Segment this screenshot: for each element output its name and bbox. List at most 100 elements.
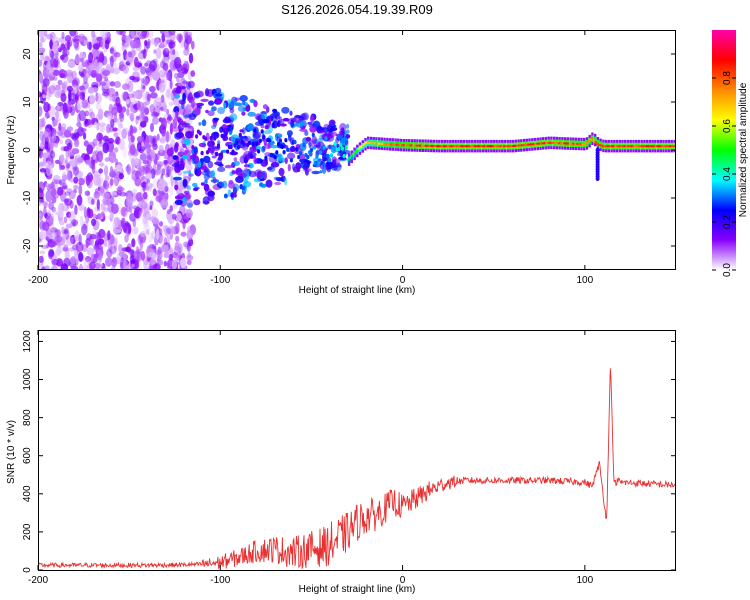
signal-blob bbox=[262, 104, 268, 110]
noise-blob bbox=[111, 257, 118, 268]
signal-blob bbox=[253, 100, 258, 108]
signal-blob bbox=[200, 98, 209, 102]
x-tick-label: -100 bbox=[210, 575, 230, 586]
noise-blob bbox=[147, 30, 154, 39]
noise-blob bbox=[185, 163, 193, 172]
noise-blob bbox=[63, 244, 69, 252]
signal-blob bbox=[278, 153, 283, 162]
noise-blob bbox=[48, 85, 56, 95]
signal-blob bbox=[307, 121, 313, 125]
ridge-core bbox=[288, 133, 292, 138]
ridge-core bbox=[235, 140, 239, 145]
ridge-core bbox=[302, 143, 306, 148]
noise-blob bbox=[38, 59, 43, 68]
noise-blob bbox=[138, 136, 144, 142]
figure-title: S126.2026.054.19.39.R09 bbox=[281, 2, 433, 17]
signal-blob bbox=[229, 113, 238, 121]
noise-blob bbox=[41, 36, 46, 43]
noise-blob bbox=[113, 216, 121, 227]
signal-blob bbox=[310, 114, 315, 123]
y-tick-label: 0 bbox=[22, 147, 33, 153]
noise-blob bbox=[120, 206, 128, 217]
noise-blob bbox=[64, 159, 68, 165]
noise-blob bbox=[52, 174, 61, 183]
noise-blob bbox=[91, 198, 95, 205]
noise-blob bbox=[129, 75, 136, 81]
noise-blob bbox=[166, 209, 171, 215]
ridge-core bbox=[342, 153, 346, 159]
signal-blob bbox=[204, 88, 210, 97]
noise-blob bbox=[97, 238, 105, 246]
noise-blob bbox=[73, 138, 80, 148]
signal-blob bbox=[196, 102, 205, 107]
noise-blob bbox=[95, 93, 102, 104]
noise-blob bbox=[59, 139, 64, 145]
noise-blob bbox=[64, 191, 71, 196]
spectrogram-x-label: Height of straight line (km) bbox=[299, 285, 416, 296]
signal-blob bbox=[217, 166, 226, 172]
noise-blob bbox=[161, 117, 167, 130]
noise-blob bbox=[127, 224, 132, 235]
noise-blob bbox=[111, 203, 119, 215]
signal-blob bbox=[273, 176, 280, 180]
noise-blob bbox=[51, 241, 57, 247]
noise-blob bbox=[111, 49, 117, 58]
noise-blob bbox=[109, 178, 114, 186]
noise-blob bbox=[150, 38, 156, 45]
noise-blob bbox=[175, 212, 182, 222]
noise-blob bbox=[91, 87, 99, 93]
noise-blob bbox=[116, 52, 124, 61]
noise-blob bbox=[85, 174, 91, 186]
noise-blob bbox=[130, 135, 135, 143]
noise-blob bbox=[66, 126, 74, 132]
noise-blob bbox=[140, 251, 146, 261]
noise-blob bbox=[74, 95, 79, 102]
signal-blob bbox=[179, 160, 185, 168]
noise-blob bbox=[119, 30, 126, 36]
noise-blob bbox=[117, 124, 122, 136]
ridge-core bbox=[309, 148, 313, 153]
signal-blob bbox=[265, 179, 273, 188]
noise-blob bbox=[158, 221, 164, 227]
noise-blob bbox=[149, 200, 154, 207]
ridge-core bbox=[216, 143, 221, 148]
noise-blob bbox=[78, 65, 84, 72]
noise-blob bbox=[56, 229, 61, 238]
noise-blob bbox=[39, 130, 45, 141]
signal-blob bbox=[201, 119, 207, 127]
noise-blob bbox=[114, 158, 118, 166]
noise-blob bbox=[61, 49, 70, 57]
noise-blob bbox=[133, 128, 137, 133]
x-tick-label: -200 bbox=[28, 575, 48, 586]
ridge-core bbox=[328, 158, 332, 163]
ridge-core bbox=[277, 141, 281, 147]
noise-blob bbox=[158, 82, 166, 93]
signal-blob bbox=[181, 154, 188, 160]
noise-blob bbox=[98, 122, 107, 127]
signal-blob bbox=[289, 145, 296, 152]
ridge-core bbox=[357, 147, 361, 150]
noise-blob bbox=[121, 91, 128, 102]
ridge-core bbox=[257, 149, 261, 154]
noise-blob bbox=[49, 52, 55, 60]
noise-blob bbox=[144, 78, 149, 86]
ridge-core bbox=[592, 139, 596, 142]
noise-blob bbox=[104, 165, 109, 177]
noise-blob bbox=[154, 96, 162, 103]
noise-blob bbox=[75, 90, 81, 97]
noise-blob bbox=[116, 189, 122, 196]
noise-blob bbox=[91, 30, 96, 39]
noise-blob bbox=[140, 81, 146, 93]
noise-blob bbox=[165, 173, 169, 178]
noise-blob bbox=[60, 182, 68, 189]
signal-blob bbox=[182, 170, 191, 174]
noise-blob bbox=[143, 206, 149, 214]
noise-blob bbox=[69, 151, 76, 156]
noise-blob bbox=[74, 204, 78, 215]
signal-blob bbox=[186, 185, 191, 191]
noise-blob bbox=[73, 184, 79, 190]
noise-blob bbox=[169, 167, 173, 180]
noise-blob bbox=[83, 67, 92, 79]
noise-blob bbox=[114, 81, 121, 88]
